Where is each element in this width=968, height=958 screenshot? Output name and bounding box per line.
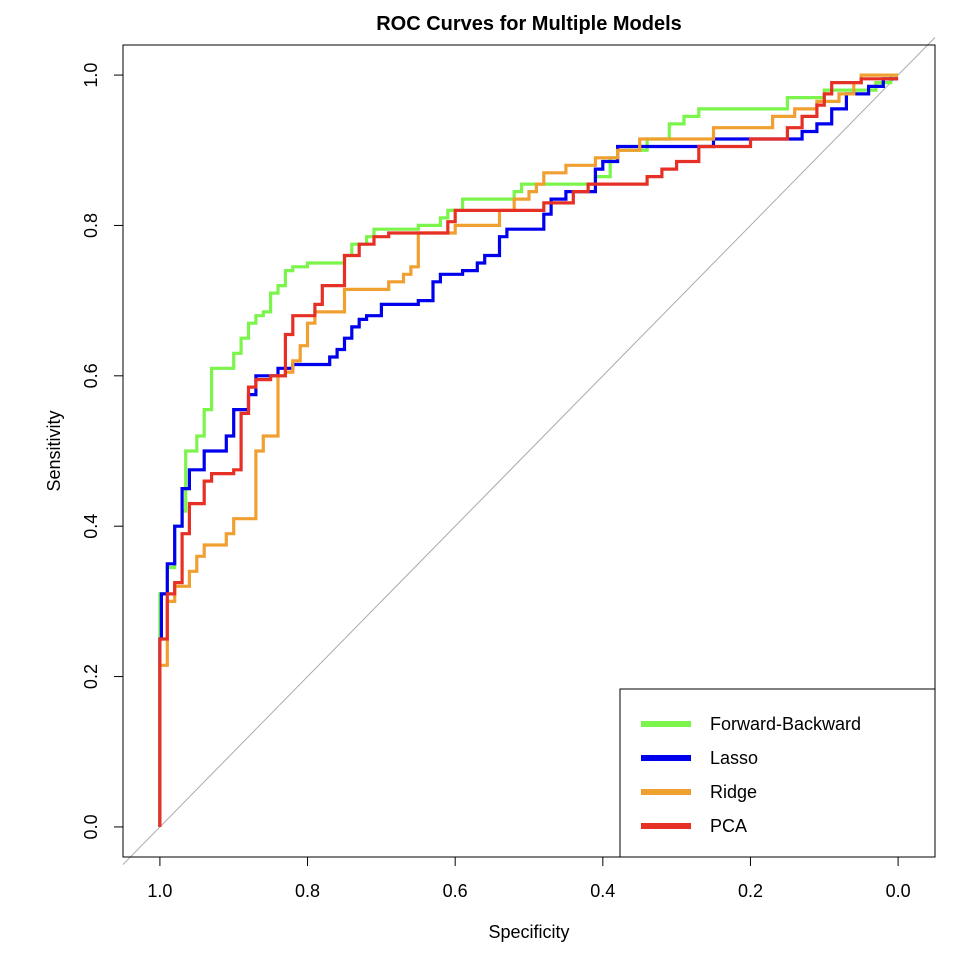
x-tick-label: 0.6 xyxy=(443,881,468,901)
chart-title: ROC Curves for Multiple Models xyxy=(376,13,682,35)
series-line-pca xyxy=(158,77,899,827)
series-line-ridge xyxy=(158,73,899,827)
x-tick-label: 0.0 xyxy=(886,881,911,901)
legend: Forward-Backward Lasso Ridge PCA xyxy=(619,688,936,858)
series-line-forward-backward xyxy=(158,73,899,827)
x-tick-label: 0.4 xyxy=(590,881,615,901)
legend-label: Forward-Backward xyxy=(710,714,861,734)
y-tick-label: 0.4 xyxy=(81,514,101,539)
legend-label: Lasso xyxy=(710,748,758,768)
x-tick-label: 0.8 xyxy=(295,881,320,901)
x-tick-label: 1.0 xyxy=(147,881,172,901)
y-tick-label: 0.8 xyxy=(81,213,101,238)
y-axis-label: Sensitivity xyxy=(44,410,64,491)
series-lines xyxy=(158,73,899,827)
x-tick-label: 0.2 xyxy=(738,881,763,901)
y-axis: 0.0 0.2 0.4 0.6 0.8 1.0 xyxy=(81,63,124,839)
x-axis: 1.0 0.8 0.6 0.4 0.2 0.0 xyxy=(147,856,911,901)
plot-frame xyxy=(122,44,936,858)
reference-diagonal xyxy=(122,37,936,865)
y-tick-label: 0.6 xyxy=(81,363,101,388)
legend-label: Ridge xyxy=(710,782,757,802)
legend-label: PCA xyxy=(710,816,747,836)
y-tick-label: 0.2 xyxy=(81,664,101,689)
x-axis-label: Specificity xyxy=(488,922,569,942)
y-tick-label: 1.0 xyxy=(81,63,101,88)
series-line-lasso xyxy=(158,77,899,827)
y-tick-label: 0.0 xyxy=(81,814,101,839)
